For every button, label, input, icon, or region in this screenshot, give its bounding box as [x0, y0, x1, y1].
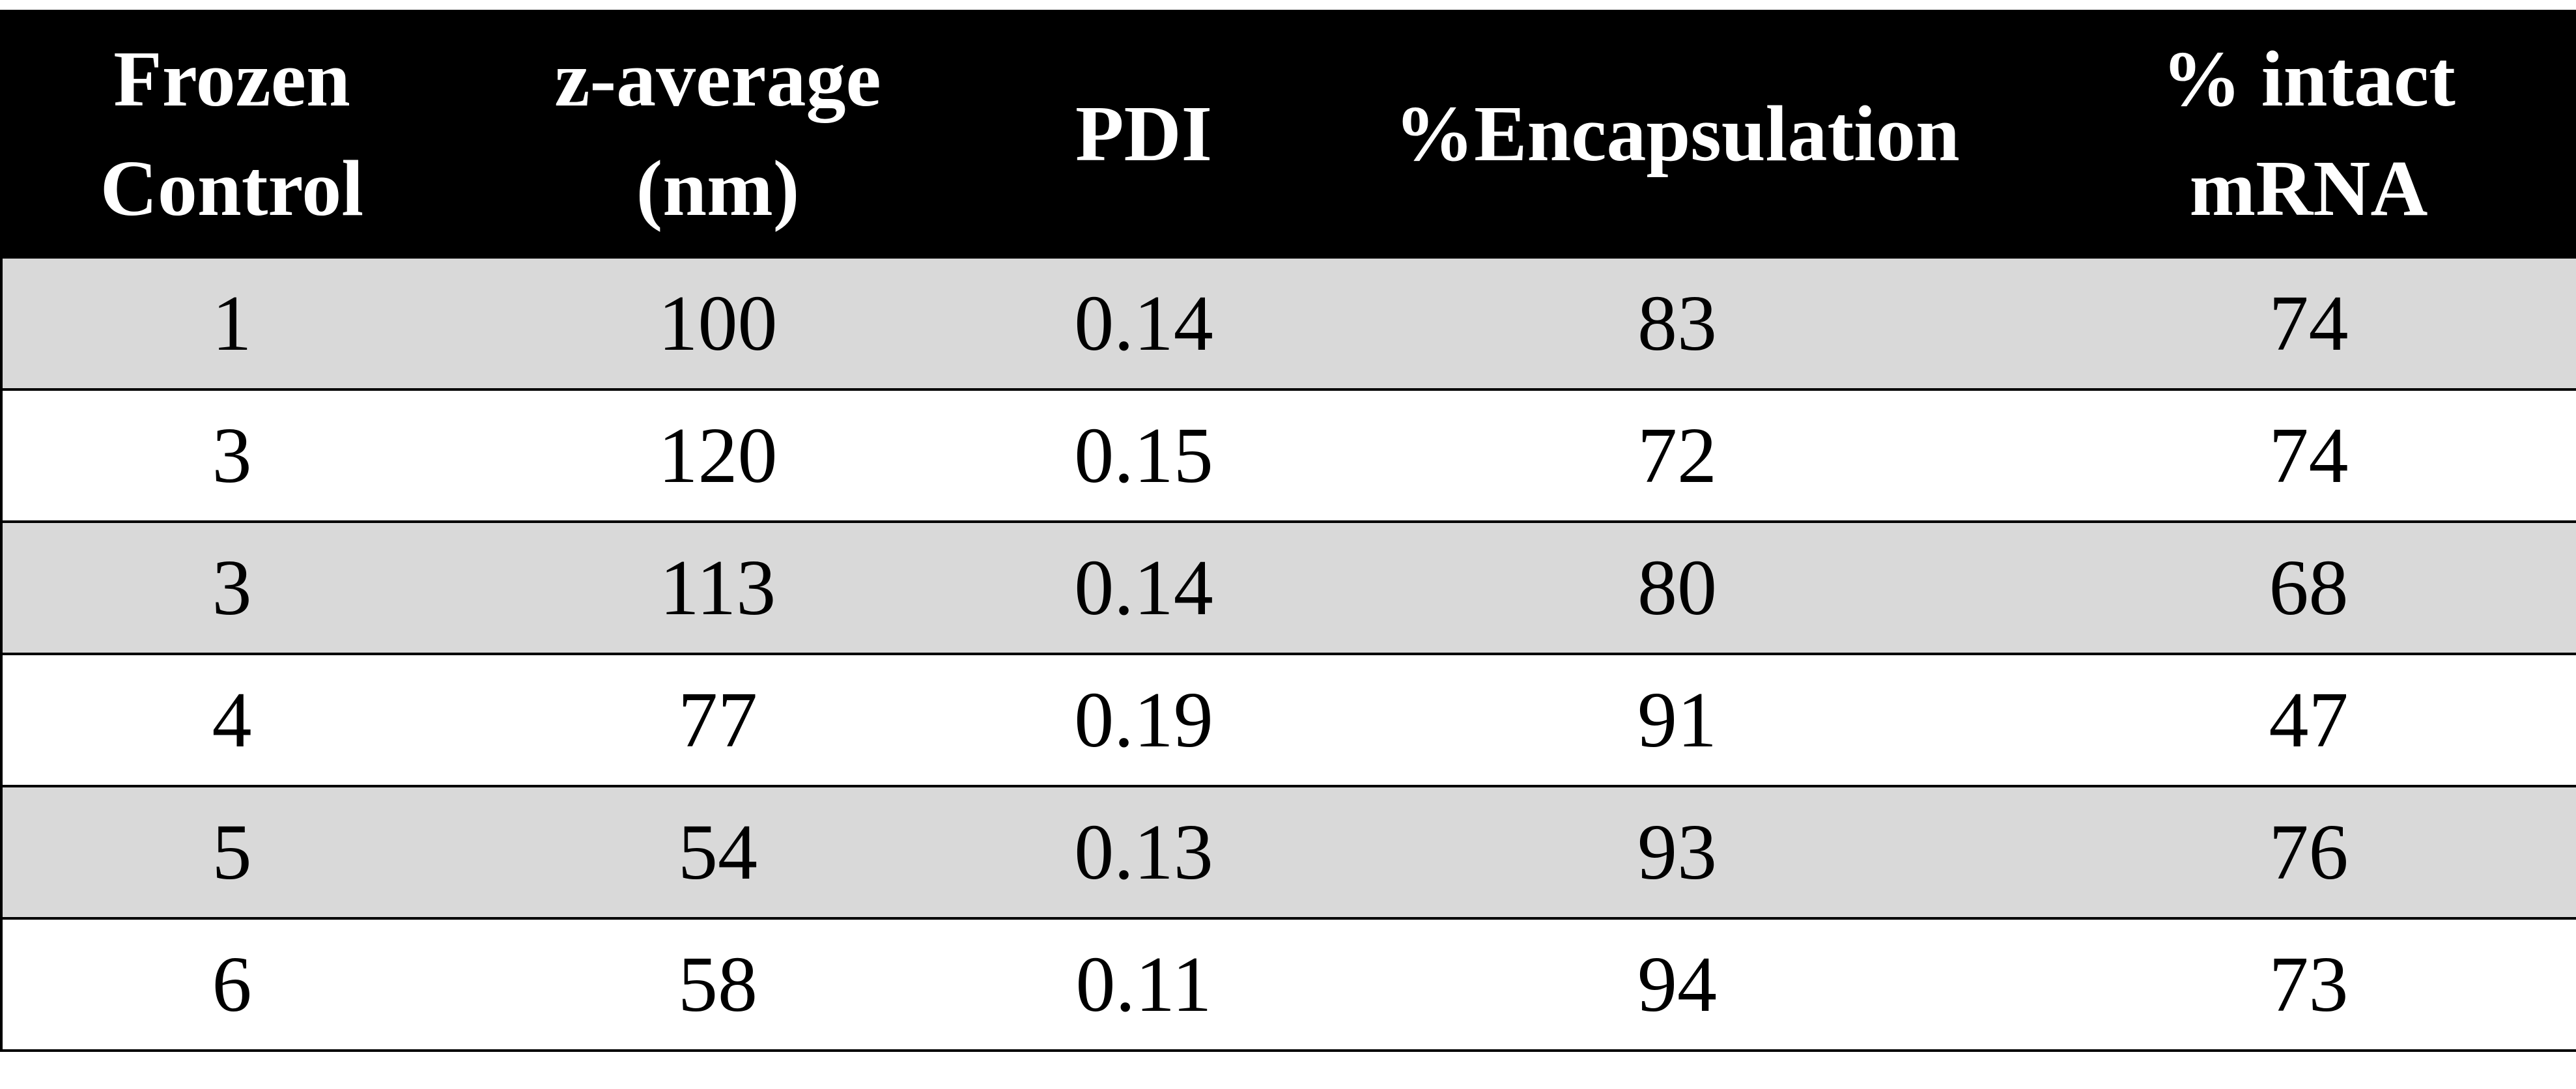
cell-encapsulation: 72 — [1313, 388, 2041, 522]
header-pdi: PDI — [974, 11, 1313, 257]
table-body: 1 100 0.14 83 74 3 120 0.15 72 74 3 113 … — [1, 256, 2576, 1051]
table-row: 3 113 0.14 80 68 — [1, 520, 2576, 654]
cell-frozen-control: 4 — [1, 653, 461, 786]
header-line: Frozen — [113, 35, 350, 123]
cell-frozen-control: 3 — [1, 388, 461, 522]
header-line: z-average — [554, 35, 881, 123]
cell-encapsulation: 94 — [1313, 917, 2041, 1051]
cell-intact-mrna: 47 — [2041, 653, 2576, 786]
header-line: (nm) — [636, 145, 800, 233]
cell-z-average: 100 — [461, 256, 974, 389]
cell-z-average: 77 — [461, 653, 974, 786]
header-intact-mrna: % intact mRNA — [2041, 11, 2576, 257]
header-encapsulation: %Encapsulation — [1313, 11, 2041, 257]
cell-frozen-control: 1 — [1, 256, 461, 389]
cell-pdi: 0.14 — [974, 256, 1313, 389]
cell-frozen-control: 6 — [1, 917, 461, 1051]
data-table-container: Frozen Control z-average (nm) PDI %Encap… — [0, 10, 2576, 1052]
cell-pdi: 0.14 — [974, 520, 1313, 654]
cell-intact-mrna: 68 — [2041, 520, 2576, 654]
cell-pdi: 0.19 — [974, 653, 1313, 786]
header-row: Frozen Control z-average (nm) PDI %Encap… — [1, 11, 2576, 257]
cell-pdi: 0.15 — [974, 388, 1313, 522]
cell-z-average: 58 — [461, 917, 974, 1051]
table-row: 5 54 0.13 93 76 — [1, 785, 2576, 918]
cell-encapsulation: 83 — [1313, 256, 2041, 389]
header-frozen-control: Frozen Control — [1, 11, 461, 257]
header-line: %Encapsulation — [1394, 90, 1960, 178]
header-z-average: z-average (nm) — [461, 11, 974, 257]
cell-pdi: 0.11 — [974, 917, 1313, 1051]
table-header: Frozen Control z-average (nm) PDI %Encap… — [1, 11, 2576, 257]
header-line: PDI — [1075, 90, 1213, 178]
cell-encapsulation: 91 — [1313, 653, 2041, 786]
cell-pdi: 0.13 — [974, 785, 1313, 918]
cell-z-average: 113 — [461, 520, 974, 654]
table-row: 3 120 0.15 72 74 — [1, 388, 2576, 522]
cell-intact-mrna: 73 — [2041, 917, 2576, 1051]
data-table: Frozen Control z-average (nm) PDI %Encap… — [0, 10, 2576, 1052]
table-row: 6 58 0.11 94 73 — [1, 917, 2576, 1051]
cell-intact-mrna: 74 — [2041, 388, 2576, 522]
cell-intact-mrna: 74 — [2041, 256, 2576, 389]
cell-encapsulation: 80 — [1313, 520, 2041, 654]
cell-intact-mrna: 76 — [2041, 785, 2576, 918]
table-row: 4 77 0.19 91 47 — [1, 653, 2576, 786]
cell-z-average: 54 — [461, 785, 974, 918]
cell-frozen-control: 5 — [1, 785, 461, 918]
cell-frozen-control: 3 — [1, 520, 461, 654]
table-row: 1 100 0.14 83 74 — [1, 256, 2576, 389]
cell-z-average: 120 — [461, 388, 974, 522]
header-line: % intact — [2162, 35, 2456, 123]
header-line: mRNA — [2189, 145, 2428, 233]
cell-encapsulation: 93 — [1313, 785, 2041, 918]
header-line: Control — [100, 145, 364, 233]
